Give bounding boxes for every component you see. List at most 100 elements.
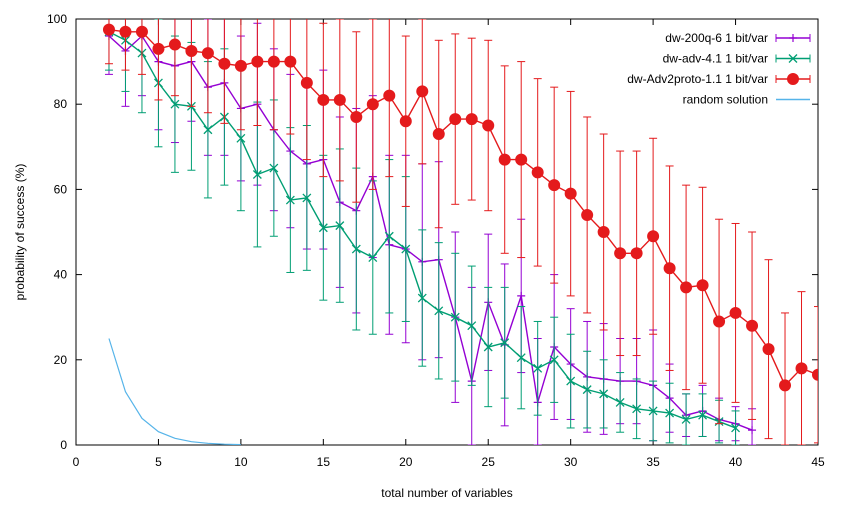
data-point (285, 195, 295, 205)
data-point (681, 414, 691, 424)
data-point (795, 362, 808, 375)
data-point (531, 166, 544, 179)
data-point (218, 57, 231, 70)
y-tick-label: 100 (47, 12, 67, 26)
data-point (170, 99, 180, 109)
series-line (108, 34, 753, 431)
data-point (483, 342, 493, 352)
data-point (300, 76, 313, 89)
data-point (779, 379, 792, 392)
data-point (284, 55, 297, 68)
data-point (467, 321, 477, 331)
data-point (399, 115, 412, 128)
data-point (663, 262, 676, 275)
x-tick-label: 45 (811, 455, 825, 469)
data-point (731, 423, 741, 433)
data-point (746, 319, 759, 332)
axes-frame: 0 5 10 15 20 25 30 35 40 45 0 20 40 60 80 100 (47, 12, 825, 469)
legend-swatch-marker (788, 54, 798, 63)
data-point (119, 25, 132, 38)
data-point (549, 355, 559, 365)
data-point (632, 404, 642, 414)
data-point (581, 208, 594, 221)
data-point (234, 59, 247, 72)
data-point (713, 315, 726, 328)
data-point (515, 153, 528, 166)
series-0 (104, 19, 757, 445)
data-point (318, 223, 328, 233)
legend-label: dw-adv-4.1 1 bit/var (663, 52, 768, 66)
data-point (368, 253, 378, 263)
legend-label: dw-Adv2proto-1.1 1 bit/var (627, 72, 768, 86)
data-point (185, 44, 198, 57)
data-point (302, 193, 312, 203)
data-point (615, 397, 625, 407)
legend-label: random solution (683, 93, 768, 107)
data-point (102, 23, 115, 36)
data-point (648, 406, 658, 416)
data-point (630, 247, 643, 260)
data-point (680, 281, 693, 294)
series-line (108, 338, 241, 445)
series-3 (108, 338, 241, 445)
data-point (432, 128, 445, 141)
data-point (647, 230, 660, 243)
data-point (762, 343, 775, 356)
data-point (351, 244, 361, 254)
data-point (267, 55, 280, 68)
data-point (333, 93, 346, 106)
data-point (533, 363, 543, 373)
data-point (500, 338, 510, 348)
data-point (729, 306, 742, 319)
data-point (582, 385, 592, 395)
data-point (135, 25, 148, 38)
y-tick-label: 40 (54, 268, 68, 282)
legend-swatch-marker (787, 73, 799, 85)
data-point (251, 55, 264, 68)
data-point (168, 38, 181, 51)
data-point (269, 163, 279, 173)
x-axis-label: total number of variables (381, 486, 512, 500)
data-point (236, 133, 246, 143)
data-point (566, 376, 576, 386)
x-tick-label: 0 (73, 455, 80, 469)
data-point (599, 389, 609, 399)
data-point (812, 368, 818, 381)
y-axis-label: probability of success (%) (13, 164, 27, 301)
data-point (517, 291, 526, 300)
data-point (203, 125, 213, 135)
data-point (498, 153, 511, 166)
series-layer (102, 19, 818, 445)
x-tick-label: 5 (155, 455, 162, 469)
data-point (564, 187, 577, 200)
y-tick-label: 20 (54, 353, 68, 367)
data-point (416, 85, 429, 98)
data-point (465, 113, 478, 126)
plot-frame (75, 18, 819, 446)
data-point (696, 279, 709, 292)
data-point (201, 47, 214, 60)
data-point (597, 226, 610, 238)
y-tick-label: 60 (54, 182, 68, 196)
legend-swatch-marker (789, 34, 797, 42)
data-point (366, 98, 379, 111)
data-point (434, 306, 444, 316)
data-point (384, 231, 394, 241)
data-point (665, 408, 675, 418)
data-point (335, 221, 345, 231)
data-point (252, 170, 262, 179)
data-point (449, 113, 462, 126)
x-tick-label: 10 (234, 455, 248, 469)
data-point (450, 312, 460, 322)
data-point (317, 93, 330, 106)
y-tick-label: 80 (54, 97, 68, 111)
data-point (748, 426, 757, 435)
data-point (548, 179, 561, 192)
x-tick-label: 15 (317, 455, 331, 469)
data-point (417, 293, 427, 303)
data-point (516, 353, 526, 363)
x-tick-label: 20 (399, 455, 413, 469)
data-point (401, 244, 411, 254)
